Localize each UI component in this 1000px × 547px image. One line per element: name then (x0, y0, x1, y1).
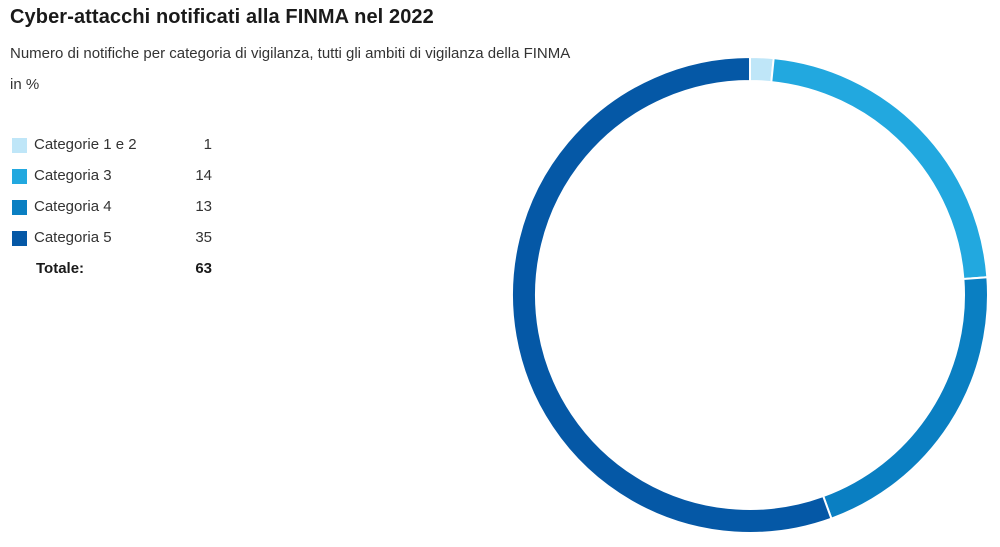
donut-slices (511, 55, 989, 534)
legend-swatch (12, 138, 27, 153)
donut-slice (511, 55, 833, 534)
legend-item: Categorie 1 e 2 1 (12, 136, 222, 167)
total-value: 63 (195, 260, 212, 277)
legend-value: 13 (195, 198, 212, 215)
legend-label: Categoria 3 (34, 167, 112, 184)
donut-chart (511, 55, 989, 534)
legend-swatch (12, 200, 27, 215)
legend-value: 1 (203, 136, 212, 153)
donut-slice (770, 57, 989, 281)
donut-slice (749, 55, 775, 84)
donut-slice (821, 276, 989, 520)
chart-title: Cyber-attacchi notificati alla FINMA nel… (10, 6, 434, 28)
legend-label: Categoria 5 (34, 229, 112, 246)
total-label: Totale: (36, 260, 85, 277)
legend-item: Categoria 4 13 (12, 198, 222, 229)
legend-value: 14 (195, 167, 212, 184)
legend-value: 35 (195, 229, 212, 246)
legend-item: Categoria 5 35 (12, 229, 222, 260)
legend-label: Categoria 4 (34, 198, 112, 215)
chart-unit: in % (10, 76, 40, 93)
legend-swatch (12, 231, 27, 246)
legend-swatch (12, 169, 27, 184)
legend-total-row: Totale: 63 (12, 260, 222, 291)
chart-subtitle: Numero di notifiche per categoria di vig… (10, 45, 571, 62)
legend-label: Categorie 1 e 2 (34, 136, 137, 153)
legend-item: Categoria 3 14 (12, 167, 222, 198)
legend: Categorie 1 e 2 1 Categoria 3 14 Categor… (12, 136, 222, 291)
